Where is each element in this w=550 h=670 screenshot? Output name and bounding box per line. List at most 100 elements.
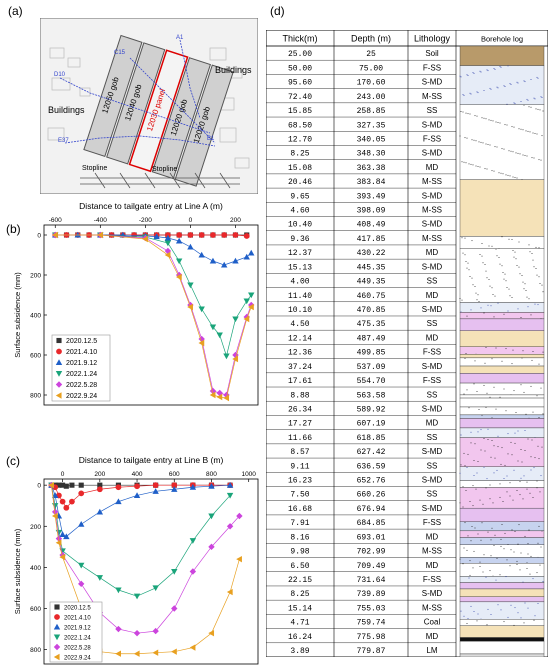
table-row: 3.89 779.87 LM bbox=[266, 646, 456, 657]
log-layer bbox=[459, 373, 545, 384]
chart-a-xtick-2: -200 bbox=[139, 217, 152, 224]
chart-b-xtick-5: 1000 bbox=[241, 471, 256, 478]
chart-b-point-5-3 bbox=[59, 553, 66, 561]
chart-a-point-5-8 bbox=[216, 393, 223, 401]
chart-a-point-5-3 bbox=[164, 251, 171, 259]
chart-b-point-2-11 bbox=[189, 484, 197, 490]
table-row: 68.50 327.35 S-MD bbox=[266, 120, 456, 132]
cell-lithology: S-MD bbox=[422, 476, 443, 485]
log-layer bbox=[459, 625, 545, 638]
cell-depth: 348.30 bbox=[357, 150, 386, 159]
table-row: 10.10 470.85 S-MD bbox=[266, 305, 456, 317]
cell-lithology: S-MD bbox=[422, 589, 443, 598]
table-row: 12.70 340.05 F-SS bbox=[266, 134, 456, 146]
chart-b-point-1-9 bbox=[134, 483, 140, 490]
cell-lithology: S-MD bbox=[422, 191, 443, 200]
stopline-track bbox=[80, 172, 240, 189]
cell-lithology: S-MD bbox=[422, 120, 443, 129]
table-row: 6.50 709.49 MD bbox=[266, 561, 456, 572]
table-row: 9.36 417.85 M-SS bbox=[266, 234, 456, 246]
cell-thick: 11.40 bbox=[288, 292, 312, 301]
log-layer bbox=[459, 397, 545, 408]
cell-depth: 775.98 bbox=[357, 633, 386, 642]
chart-a-point-1-11 bbox=[176, 232, 183, 238]
cell-lithology: S-MD bbox=[422, 149, 443, 158]
chart-b-series-3 bbox=[48, 482, 234, 600]
chart-a-point-5-12 bbox=[248, 303, 254, 311]
cell-thick: 16.24 bbox=[288, 633, 312, 642]
cell-thick: 4.50 bbox=[290, 320, 309, 329]
table-row: 15.13 445.35 S-MD bbox=[266, 262, 456, 274]
cell-lithology: SS bbox=[427, 106, 438, 115]
log-layer bbox=[459, 414, 545, 419]
cell-thick: 16.23 bbox=[288, 477, 312, 486]
cell-depth: 676.94 bbox=[357, 505, 386, 514]
log-layer bbox=[459, 537, 545, 545]
chart-b-point-2-10 bbox=[171, 486, 178, 492]
cell-depth: 383.84 bbox=[357, 178, 386, 187]
chart-b-point-5-9 bbox=[152, 649, 159, 656]
chart-a-point-1-17 bbox=[243, 233, 250, 239]
cell-lithology: M-SS bbox=[422, 206, 442, 215]
chart-a-legend-marker-5 bbox=[55, 392, 62, 399]
log-layer bbox=[459, 365, 545, 374]
table-row: 16.24 775.98 MD bbox=[266, 632, 456, 643]
table-row: 25.00 25 Soil bbox=[266, 49, 456, 61]
table-row: 16.68 676.94 S-MD bbox=[266, 504, 456, 516]
cell-lithology: MD bbox=[426, 163, 439, 172]
chart-b-legend-marker-0 bbox=[54, 604, 60, 610]
cell-thick: 68.50 bbox=[288, 121, 312, 130]
table-row: 22.15 731.64 F-SS bbox=[266, 575, 456, 587]
cell-depth: 75.00 bbox=[359, 64, 383, 73]
label-stopline-left: Stopline bbox=[82, 165, 107, 172]
chart-b-point-4-10 bbox=[189, 568, 197, 575]
chart-b-ylabel: Surface subsidence (mm) bbox=[13, 528, 22, 614]
chart-b-legend: 2020.12.5 2021.4.10 2021.9.12 2022.1.24 2022… bbox=[49, 601, 103, 663]
chart-a-point-2-12 bbox=[232, 257, 239, 264]
chart-a-legend: 2020.12.5 2021.4.10 2021.9.12 2022.1.24 2022… bbox=[51, 334, 111, 402]
cell-depth: 340.05 bbox=[357, 135, 386, 144]
chart-a-point-3-8 bbox=[216, 332, 223, 339]
cell-lithology: M-SS bbox=[422, 92, 442, 101]
cell-depth: 739.89 bbox=[357, 590, 386, 599]
chart-b-point-4-8 bbox=[152, 627, 159, 635]
table-row: 8.25 348.30 S-MD bbox=[266, 149, 456, 160]
chart-a-point-3-3 bbox=[164, 240, 172, 247]
chart-b-point-4-7 bbox=[133, 629, 141, 637]
cell-lithology: SS bbox=[427, 390, 438, 399]
label-stopline-right: Stopline bbox=[152, 166, 177, 173]
cell-lithology: MD bbox=[426, 291, 439, 300]
chart-b-point-2-8 bbox=[133, 492, 141, 499]
cell-depth: 363.38 bbox=[357, 164, 386, 173]
chart-a-point-5-2 bbox=[142, 235, 148, 243]
chart-b-point-4-6 bbox=[115, 625, 122, 633]
table-row: 4.50 475.35 SS bbox=[266, 319, 456, 331]
chart-b-point-5-14 bbox=[236, 555, 242, 563]
chart-a-point-5-5 bbox=[187, 303, 193, 311]
chart-a-point-2-9 bbox=[198, 251, 205, 258]
table-row: 12.14 487.49 MD bbox=[266, 333, 456, 345]
cell-thick: 15.08 bbox=[288, 164, 312, 173]
table-row: 11.40 460.75 MD bbox=[266, 291, 456, 302]
chart-b-xtick-4: 800 bbox=[206, 471, 217, 478]
chart-b-point-3-4 bbox=[78, 562, 85, 569]
chart-a-point-4-5 bbox=[187, 301, 194, 309]
log-layer bbox=[459, 437, 545, 467]
chart-a-point-2-8 bbox=[187, 243, 194, 250]
log-layer bbox=[459, 576, 545, 583]
cell-thick: 50.00 bbox=[288, 64, 312, 73]
cell-lithology: S-MD bbox=[422, 404, 443, 413]
cell-depth: 684.85 bbox=[357, 519, 386, 528]
chart-a-legend-label-0: 2020.12.5 bbox=[66, 338, 97, 345]
chart-b-point-5-8 bbox=[133, 650, 140, 657]
survey-line-c bbox=[129, 57, 216, 144]
chart-a-legend-label-4: 2022.5.28 bbox=[66, 382, 97, 389]
cell-lithology: S-MD bbox=[422, 447, 443, 456]
chart-b-point-1-6 bbox=[78, 490, 85, 497]
cell-depth: 393.49 bbox=[357, 192, 386, 201]
chart-a-point-3-12 bbox=[248, 292, 255, 299]
chart-a-legend-label-3: 2022.1.24 bbox=[66, 371, 97, 378]
chart-a-ytick-2: 400 bbox=[30, 313, 41, 320]
table-row: 11.66 618.85 SS bbox=[266, 433, 456, 445]
chart-a-xtick-4: 200 bbox=[230, 217, 241, 224]
